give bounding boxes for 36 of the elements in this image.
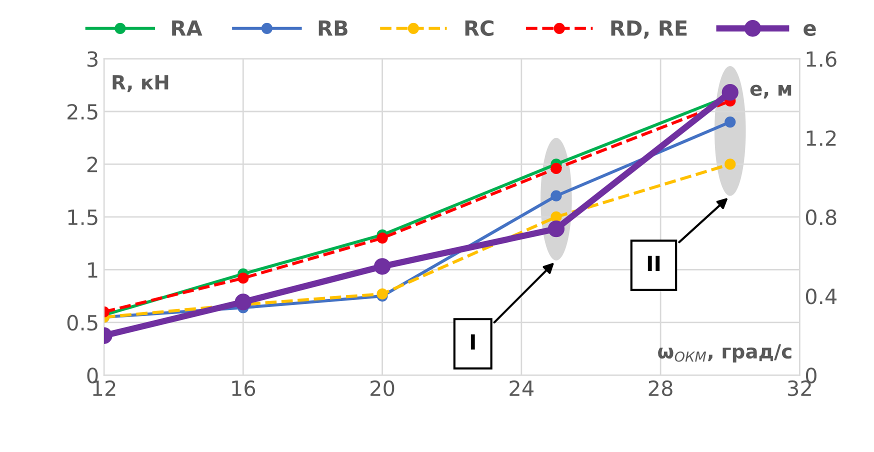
x-tick-label: 28	[648, 380, 672, 396]
y-tick-label: 1	[88, 262, 98, 278]
legend-label: RB	[318, 20, 348, 36]
y-tick-label: 3	[87, 51, 98, 67]
point	[550, 162, 562, 174]
y2-tick-label: 1.2	[806, 130, 836, 146]
point	[376, 288, 388, 300]
y2-tick-label: 0.4	[806, 288, 837, 304]
point	[374, 258, 391, 275]
annotation: II	[648, 256, 660, 272]
y-tick-label: 1.5	[68, 210, 98, 226]
point	[234, 294, 252, 310]
y2-tick-label: 1.6	[806, 51, 836, 67]
y-tick-label: 2.5	[68, 104, 98, 120]
point	[550, 211, 562, 223]
x-tick-label: 24	[510, 380, 534, 396]
point	[724, 116, 736, 128]
legend-label: RD, RE	[611, 20, 687, 39]
y-tick-label: 2	[87, 156, 98, 172]
y-axis-title: R, кН	[112, 75, 168, 92]
annotation: I	[470, 334, 475, 350]
y-tick-label: 0.5	[67, 314, 98, 331]
x-tick-label: 16	[232, 380, 256, 396]
legend-label: e	[804, 24, 816, 36]
point	[548, 220, 565, 238]
y2-tick-label: 0.8	[806, 209, 836, 226]
point	[238, 272, 249, 284]
legend-label: RC	[465, 20, 494, 36]
x-tick-label: 20	[370, 380, 394, 396]
point	[550, 190, 562, 202]
point	[724, 158, 736, 170]
x-axis-title: ω$_{ОКМ}$, град/с	[658, 344, 792, 362]
point	[376, 232, 388, 244]
legend-label: RA	[172, 20, 202, 36]
y2-axis-title: e, м	[750, 84, 792, 98]
point	[722, 84, 738, 101]
